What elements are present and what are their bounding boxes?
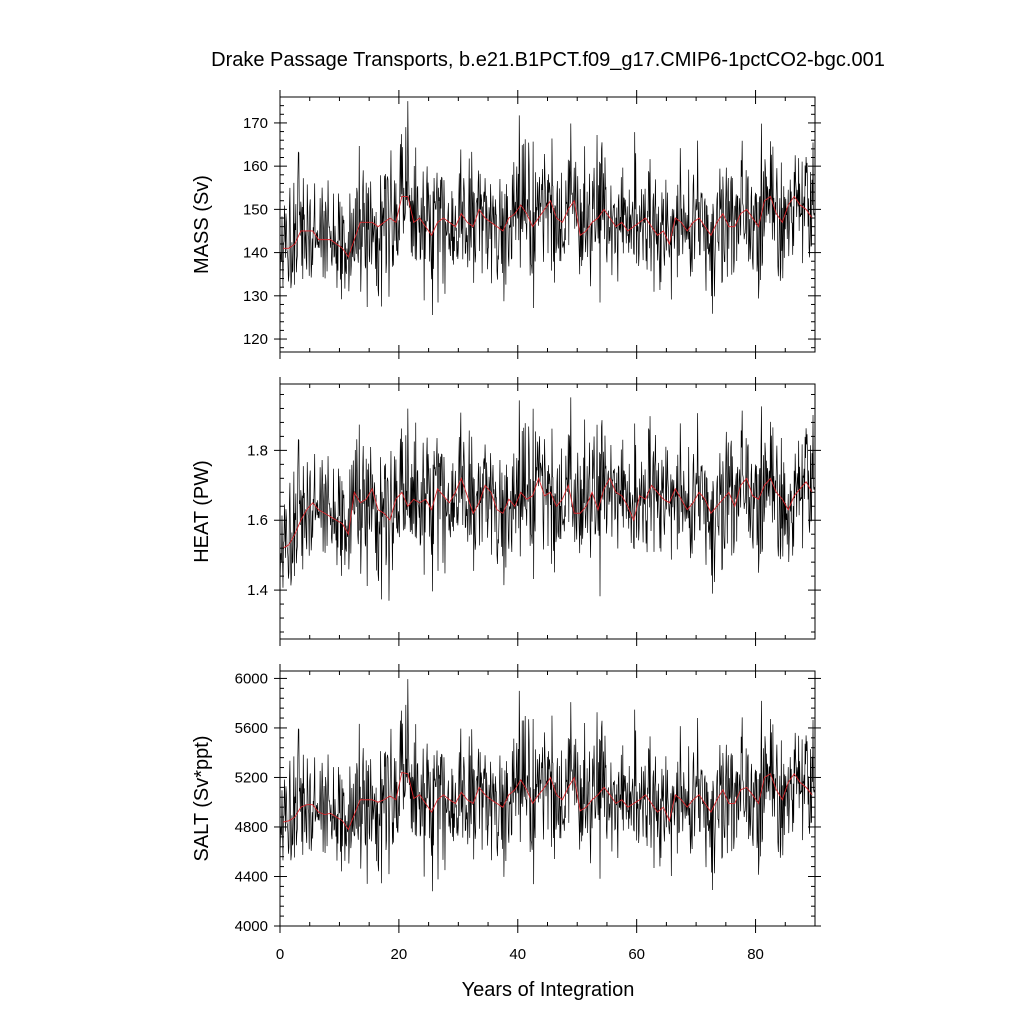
annual-mean-line (282, 771, 813, 831)
x-axis-label: Years of Integration (462, 979, 635, 1001)
y-tick-label: 160 (243, 158, 268, 175)
figure-title: Drake Passage Transports, b.e21.B1PCT.f0… (211, 49, 885, 71)
annual-mean-line (282, 476, 813, 549)
y-tick-label: 4800 (235, 819, 268, 836)
y-tick-label: 1.8 (247, 442, 268, 459)
panels: 120 130 140 150 160 170 MASS (Sv) 1.4 1.6 1.8 HEAT… (191, 90, 821, 963)
y-tick-label: 4000 (235, 918, 268, 935)
y-tick-label: 5600 (235, 720, 268, 737)
y-tick-label: 1.4 (247, 582, 268, 599)
monthly-series-line (280, 397, 815, 601)
y-tick-label: 130 (243, 288, 268, 305)
annual-mean-line (282, 195, 813, 258)
panel-3: 0 20 40 60 80 4000 4400 4800 5200 5600 6000 SALT (S… (191, 664, 821, 963)
x-tick-label: 20 (391, 946, 408, 963)
y-tick-label: 170 (243, 115, 268, 132)
x-tick-label: 0 (276, 946, 284, 963)
x-tick-label: 60 (628, 946, 645, 963)
y-tick-label: 6000 (235, 670, 268, 687)
monthly-series-line (280, 679, 815, 892)
y-axis-label: SALT (Sv*ppt) (191, 736, 213, 862)
monthly-series-line (280, 101, 815, 315)
x-tick-label: 80 (747, 946, 764, 963)
panel-2: 1.4 1.6 1.8 HEAT (PW) (191, 377, 821, 646)
y-tick-label: 150 (243, 201, 268, 218)
y-tick-label: 120 (243, 331, 268, 348)
panel-1: 120 130 140 150 160 170 MASS (Sv) (191, 90, 821, 359)
y-tick-label: 4400 (235, 868, 268, 885)
y-axis-label: MASS (Sv) (191, 175, 213, 274)
y-tick-label: 1.6 (247, 512, 268, 529)
y-axis-label: HEAT (PW) (191, 460, 213, 563)
y-tick-label: 140 (243, 245, 268, 262)
x-tick-label: 40 (509, 946, 526, 963)
y-tick-label: 5200 (235, 769, 268, 786)
